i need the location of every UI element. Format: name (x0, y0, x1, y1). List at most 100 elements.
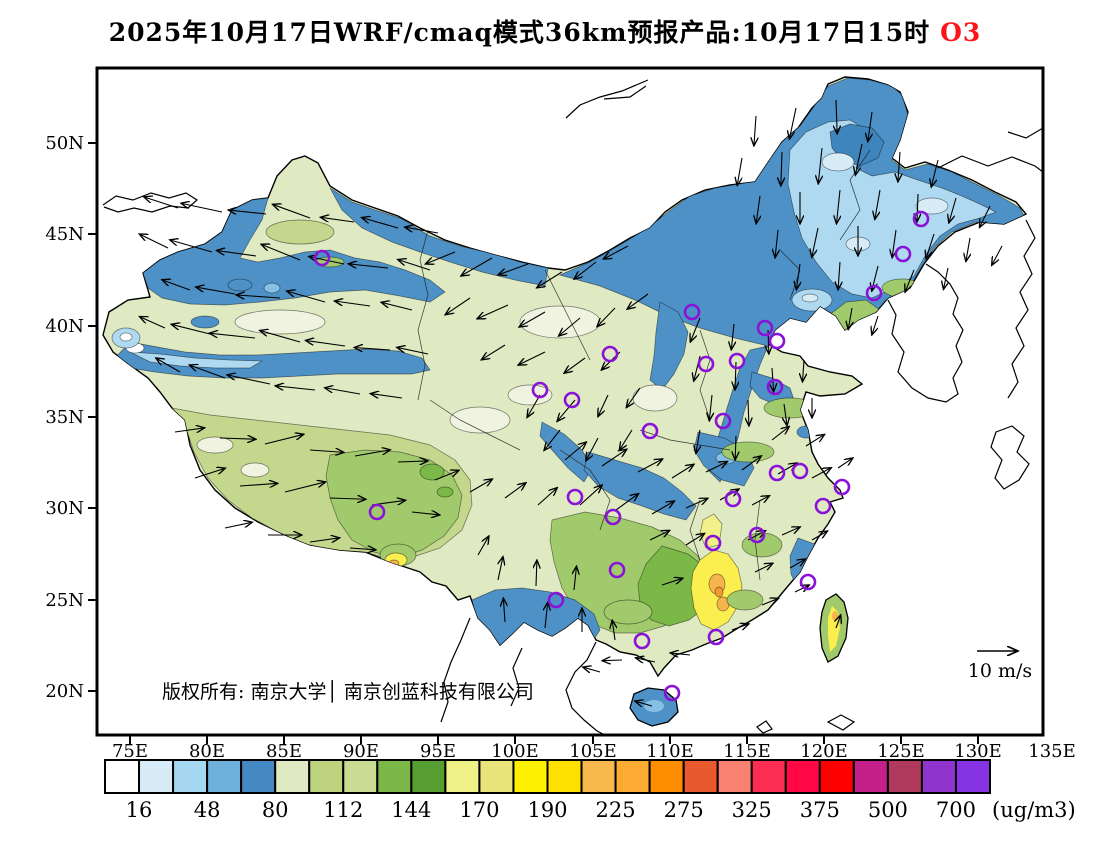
wind-arrow (789, 107, 797, 139)
wind-arrow (139, 234, 169, 249)
longitude-label: 85E (266, 741, 302, 762)
wind-arrow (872, 315, 879, 335)
wind-arrow (690, 317, 701, 342)
colorbar-cell (274, 759, 311, 794)
longitude-label: 80E (189, 741, 225, 762)
colorbar-cell (954, 759, 992, 794)
wind-arrow (411, 512, 440, 515)
wind-arrow (868, 111, 872, 142)
wind-arrow (777, 463, 797, 475)
city-marker (799, 573, 817, 591)
wind-arrow (144, 197, 179, 209)
wind-arrow (670, 653, 691, 655)
city-marker (608, 561, 626, 579)
wind-arrow (477, 536, 489, 556)
wind-arrow (597, 307, 616, 327)
wind-arrow (477, 304, 509, 319)
wind-arrow (696, 429, 700, 454)
colorbar-cell (240, 759, 277, 794)
colorbar-units: (ug/m3) (992, 798, 1076, 822)
wind-arrow (583, 667, 601, 672)
colorbar-cell (342, 759, 379, 794)
wind-arrow (445, 297, 471, 315)
city-marker (368, 503, 386, 521)
wind-arrow (557, 399, 576, 421)
city-marker (768, 332, 786, 350)
colorbar: 16 48 80 112 144 170 190 225 275 325 375 500 700 (104, 759, 992, 822)
wind-vector-layer (139, 99, 1003, 706)
wind-arrow (579, 485, 602, 506)
wind-arrow (931, 159, 939, 187)
wind-arrow (735, 435, 736, 460)
wind-arrow (260, 330, 301, 343)
wind-arrow (603, 245, 629, 259)
colorbar-tick-label: 112 (323, 798, 363, 822)
city-marker (748, 526, 766, 544)
colorbar-cell (580, 759, 617, 794)
colorbar-cell (784, 759, 821, 794)
wind-arrow (519, 311, 546, 327)
wind-arrow (537, 271, 563, 288)
city-marker (683, 303, 701, 321)
o3-spot (227, 278, 253, 292)
o3-spot-cream (196, 436, 234, 454)
longitude-label: 105E (569, 741, 617, 762)
wind-arrow (481, 344, 506, 360)
wind-arrow (162, 280, 191, 291)
wind-arrow (649, 530, 670, 541)
wind-arrow (709, 394, 712, 421)
wind-arrow (756, 195, 760, 224)
wind-arrow (731, 624, 749, 631)
wind-arrow (349, 548, 376, 550)
colorbar-tick-label: 225 (596, 798, 636, 822)
wind-arrow (943, 267, 948, 290)
wind-arrow (855, 143, 863, 175)
province-borders (417, 149, 871, 581)
colorbar-cell (376, 759, 413, 794)
wind-arrow (354, 347, 391, 350)
city-marker (704, 534, 722, 552)
city-marker (791, 462, 809, 480)
wind-arrow (719, 489, 739, 501)
o3-patch-hetao-arm (649, 301, 689, 391)
wind-arrow (837, 458, 853, 469)
longitude-label: 100E (491, 741, 539, 762)
longitude-label: 75E (112, 741, 148, 762)
map-frame (95, 66, 1045, 737)
wind-arrow (898, 151, 900, 182)
copyright-text: 版权所有: 南京大学│ 南京创蓝科技有限公司 (162, 680, 534, 703)
city-marker (566, 488, 584, 506)
colorbar-tick-label: 170 (459, 798, 499, 822)
wind-arrow (498, 263, 529, 275)
o3-spot (741, 532, 783, 558)
wind-arrow (334, 301, 371, 307)
o3-spot-west-core (119, 332, 133, 342)
wind-arrow (601, 449, 627, 467)
wind-arrow (754, 563, 773, 573)
wind-arrow (348, 264, 389, 268)
coastline-vietnam (565, 641, 606, 736)
wind-arrow (381, 302, 413, 311)
wind-arrow (966, 237, 970, 262)
wind-arrow (174, 428, 205, 432)
city-marker (313, 249, 331, 267)
latitude-label: 35N (45, 407, 84, 428)
colorbar-tick-label: 190 (527, 798, 567, 822)
wind-arrow (196, 287, 236, 295)
colorbar-cell (104, 759, 141, 794)
colorbar-cell (852, 759, 889, 794)
longitude-label: 130E (954, 741, 1002, 762)
wind-arrow (627, 293, 649, 309)
wind-arrow (527, 394, 541, 418)
colorbar-tick-label: 275 (664, 798, 704, 822)
wind-arrow (926, 233, 935, 259)
wind-arrow (469, 479, 493, 493)
colorbar-cell (512, 759, 549, 794)
wind-arrow (671, 464, 694, 479)
wind-arrow (544, 429, 561, 450)
city-marker (833, 478, 851, 496)
latitude-label: 45N (45, 224, 84, 245)
colorbar-cell (886, 759, 923, 794)
longitude-label: 90E (343, 741, 379, 762)
wind-scale-legend: 10 m/s (968, 651, 1032, 682)
